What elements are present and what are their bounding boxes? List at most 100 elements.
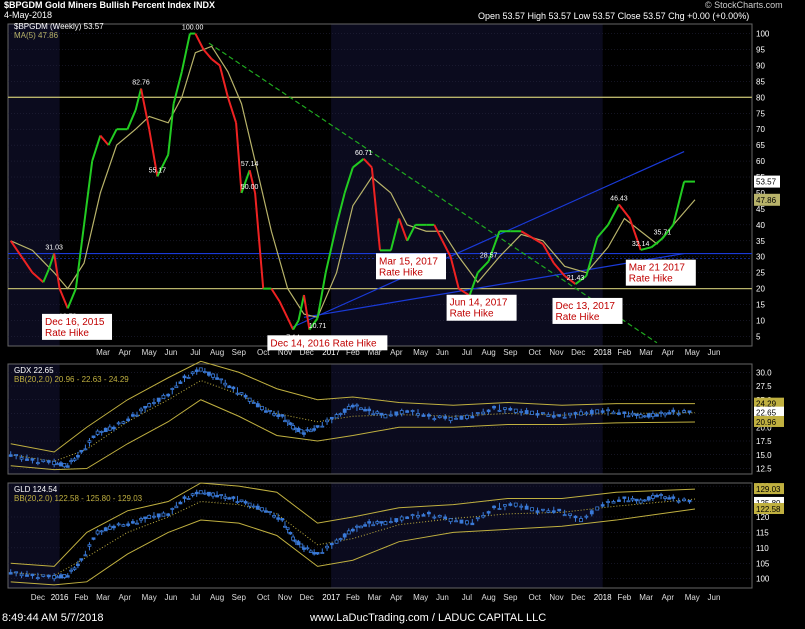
gld-body	[170, 508, 175, 510]
gdx-body	[83, 448, 88, 451]
bottom-x-tick: Apr	[662, 593, 675, 602]
bpgdm-segment	[248, 169, 257, 194]
gld-body	[338, 538, 343, 540]
bpgdm-segment	[211, 58, 221, 67]
gdx-body	[211, 373, 215, 378]
bpgdm-segment	[47, 253, 56, 270]
bpgdm-segment	[83, 160, 94, 225]
panel-frame	[7, 363, 753, 475]
bottom-x-tick: Apr	[119, 593, 132, 602]
bpgdm-segment	[126, 109, 137, 130]
gdx-body	[312, 428, 317, 431]
gld-body	[161, 512, 166, 517]
gdx-body	[161, 394, 166, 400]
bpgdm-segment	[218, 65, 229, 98]
point-label: 50.00	[241, 184, 259, 191]
gdx-body	[131, 414, 135, 417]
bpgdm-segment	[553, 262, 566, 277]
gdx-body	[663, 412, 668, 416]
gdx-body	[235, 392, 240, 395]
gld-body	[630, 498, 635, 501]
ohlc-readout: Open 53.57 High 53.57 Low 53.57 Close 53…	[478, 11, 750, 21]
gdx-body	[546, 414, 551, 417]
gld-body	[121, 524, 126, 527]
gld-body	[394, 518, 399, 523]
bpgdm-segment	[31, 271, 44, 283]
gdx-body	[481, 411, 486, 415]
point-label: 32.14	[632, 241, 650, 248]
bottom-x-tick: Aug	[210, 593, 224, 602]
gld-body	[182, 496, 187, 499]
bpgdm-segment	[297, 294, 305, 321]
gdx-body	[305, 429, 310, 432]
bpgdm-segment	[240, 169, 251, 194]
gld-body	[268, 511, 272, 513]
bpgdm-segment	[574, 275, 587, 285]
gdx-body	[367, 408, 372, 412]
gld-body	[231, 496, 236, 499]
bpgdm-segment	[292, 319, 300, 331]
gld-body	[524, 505, 529, 510]
gld-body	[178, 501, 183, 505]
gdx-body	[486, 409, 491, 413]
gdx-body	[243, 394, 248, 398]
gdx-body	[399, 410, 404, 415]
gld-body	[219, 494, 224, 496]
bpgdm-segment	[286, 317, 295, 331]
gld-body	[503, 504, 507, 507]
gdx-body	[52, 460, 57, 466]
gld-body	[299, 543, 304, 548]
y-tick-label: 105	[756, 559, 770, 568]
gdx-body	[470, 415, 475, 419]
bpgdm-segment	[661, 224, 675, 240]
gdx-body	[562, 416, 567, 419]
bpgdm-segment	[640, 246, 652, 251]
bpgdm-segment	[74, 224, 86, 289]
bpgdm-segment	[42, 269, 50, 283]
bb-value-tag	[754, 483, 784, 495]
gld-body	[135, 522, 139, 525]
gld-body	[492, 505, 496, 509]
gld-body	[379, 521, 384, 524]
gdx-body	[579, 411, 583, 416]
x-tick-label: Apr	[119, 348, 132, 357]
gld-body	[315, 552, 320, 555]
point-label: 28.57	[480, 252, 498, 259]
bottom-x-tick: Jun	[436, 593, 449, 602]
bb-value-tag	[754, 397, 784, 409]
bottom-x-tick: Sep	[232, 593, 247, 602]
gdx-body	[459, 415, 464, 420]
bpgdm-segment	[66, 288, 77, 309]
gld-body	[655, 494, 659, 498]
gdx-body	[437, 415, 442, 419]
gdx-body	[207, 371, 211, 376]
bottom-x-tick: Dec	[31, 593, 45, 602]
gdx-body	[59, 462, 63, 467]
point-label: 10.71	[309, 323, 327, 330]
gdx-body	[519, 411, 524, 413]
rate-hike-box	[376, 253, 446, 280]
bpgdm-segment	[20, 256, 34, 274]
gld-body	[247, 502, 252, 507]
gdx-body	[320, 425, 325, 428]
gdx-body	[35, 462, 40, 464]
gdx-body	[227, 385, 232, 389]
gdx-body	[383, 414, 388, 419]
bpgdm-segment	[468, 272, 479, 296]
gld-body	[421, 514, 426, 517]
gld-body	[325, 545, 329, 549]
gdx-body	[259, 405, 264, 411]
gdx-body	[375, 411, 380, 414]
bottom-x-tick: Aug	[481, 593, 495, 602]
gld-body	[334, 539, 339, 544]
gld-body	[147, 514, 152, 519]
y-tick-label: 70	[756, 125, 765, 134]
gld-body	[342, 533, 347, 538]
gld-body	[227, 497, 232, 500]
chart-date: 4-May-2018	[4, 10, 53, 20]
bottom-x-tick: Feb	[74, 593, 88, 602]
gld-body	[355, 525, 359, 528]
y-tick-label: 30	[756, 253, 765, 262]
bpgdm-segment	[542, 243, 555, 264]
point-label: 55.17	[149, 167, 167, 174]
